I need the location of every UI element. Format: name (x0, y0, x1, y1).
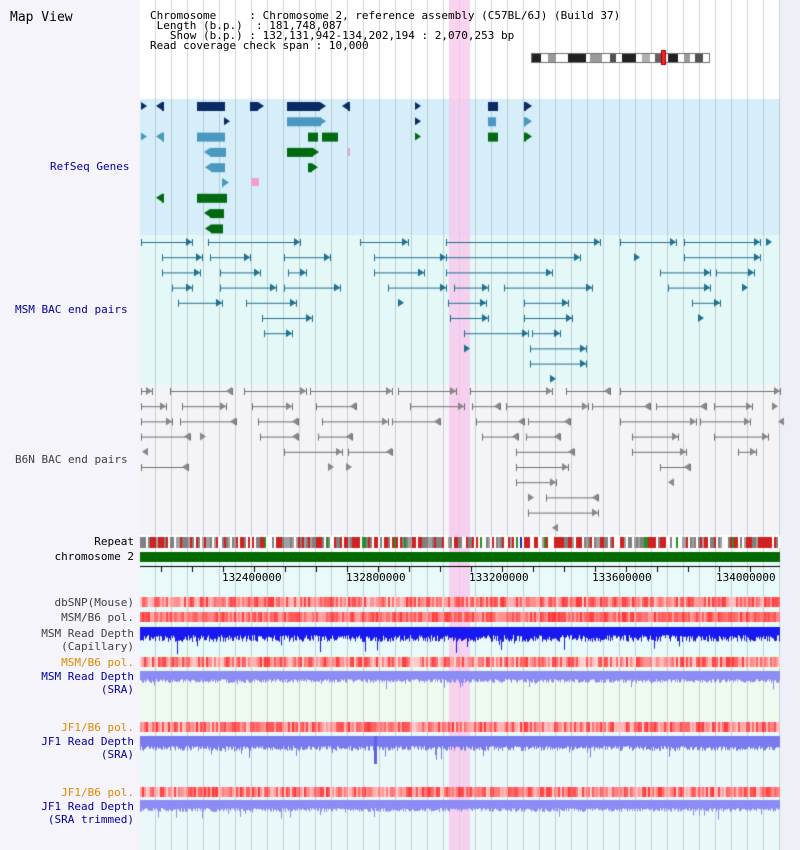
track-label-jf1-depth-sub: (SRA) (100, 748, 134, 761)
track-label-b6n-bac: B6N BAC end pairs (15, 453, 128, 466)
chromosome-label: Chromosome (150, 9, 217, 22)
axis-tick-label: 132800000 (346, 571, 406, 584)
show-value: 132,131,942-134,202,194 : 2,070,253 bp (262, 29, 515, 42)
track-label-msm-depth-sra: MSM Read Depth (41, 670, 134, 683)
track-label-jf1-depth: JF1 Read Depth (41, 735, 134, 748)
track-label-jf1-trim: JF1 Read Depth (41, 800, 134, 813)
track-label-msm-b6-pol-2: MSM/B6 pol. (61, 656, 134, 669)
span-label: Read coverage check span (150, 39, 309, 52)
track-label-jf1-b6-pol-2: JF1/B6 pol. (61, 786, 134, 799)
track-label-msm-b6-pol: MSM/B6 pol. (61, 611, 134, 624)
track-label-jf1-trim-sub: (SRA trimmed) (47, 813, 134, 826)
show-label: Show (b.p.) (169, 29, 243, 42)
page-title: Map View (10, 10, 73, 25)
header-info: Chromosome : Chromosome 2, reference ass… (150, 9, 621, 52)
track-label-refseq: RefSeq Genes (50, 160, 130, 173)
track-label-chromosome: chromosome 2 (54, 550, 134, 563)
length-label: Length (b.p.) (156, 19, 243, 32)
track-label-dbsnp: dbSNP(Mouse) (54, 596, 134, 609)
track-label-msm-bac: MSM BAC end pairs (15, 303, 128, 316)
chromosome-value: Chromosome 2, reference assembly (C57BL/… (262, 9, 621, 22)
track-label-msm-depth-cap-sub: (Capillary) (61, 640, 134, 653)
axis-tick-label: 133600000 (592, 571, 652, 584)
track-label-jf1-b6-pol: JF1/B6 pol. (61, 721, 134, 734)
track-label-repeat: Repeat (94, 535, 134, 548)
track-label-msm-depth-sra-sub: (SRA) (100, 683, 134, 696)
span-value: 10,000 (328, 39, 369, 52)
track-label-msm-depth-cap: MSM Read Depth (41, 627, 134, 640)
axis-tick-label: 133200000 (469, 571, 529, 584)
length-value: 181,748,087 (269, 19, 343, 32)
axis-tick-label: 134000000 (716, 571, 776, 584)
axis-tick-label: 132400000 (222, 571, 282, 584)
